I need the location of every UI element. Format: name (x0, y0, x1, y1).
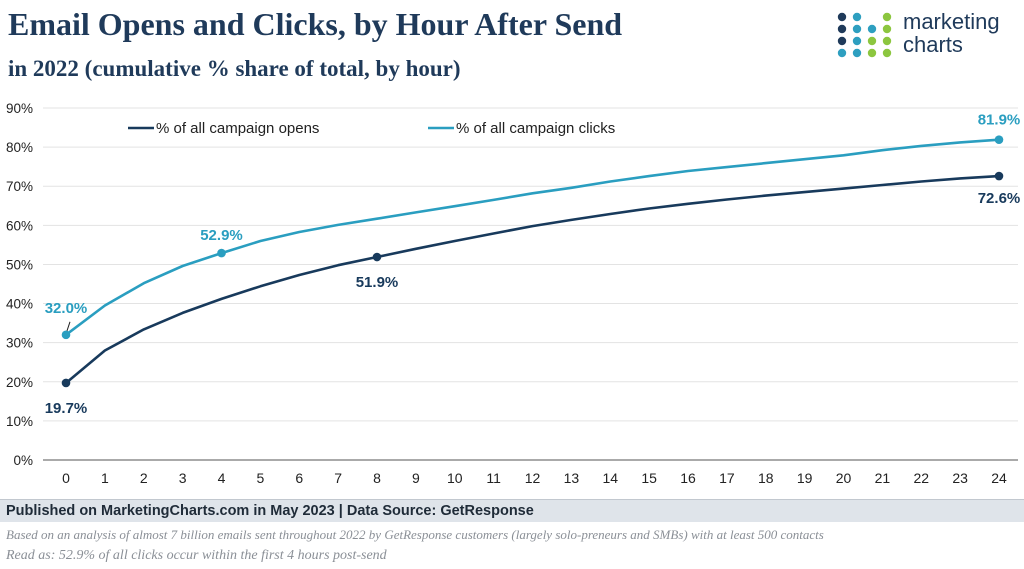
data-label: 52.9% (200, 227, 243, 244)
logo-dots-icon (837, 12, 892, 58)
x-tick-label: 10 (447, 470, 463, 486)
x-tick-label: 5 (256, 470, 264, 486)
logo-dot (852, 24, 862, 34)
methodology-note: Based on an analysis of almost 7 billion… (6, 527, 824, 542)
x-tick-label: 9 (412, 470, 420, 486)
data-point-marker (61, 330, 71, 340)
logo-wordmark: marketing charts (903, 10, 1000, 56)
x-tick-label: 13 (564, 470, 580, 486)
y-tick-label: 40% (6, 297, 33, 312)
logo-dot (882, 36, 892, 46)
chart-subtitle: in 2022 (cumulative % share of total, by… (8, 56, 461, 81)
x-tick-label: 14 (602, 470, 618, 486)
legend-label: % of all campaign clicks (456, 120, 615, 137)
gridlines (43, 107, 1018, 461)
logo-text-line2: charts (903, 32, 963, 57)
marketingcharts-logo: marketing charts (835, 10, 1020, 60)
x-tick-label: 18 (758, 470, 774, 486)
y-tick-label: 0% (13, 453, 33, 468)
x-tick-label: 19 (797, 470, 813, 486)
data-point-marker (217, 248, 226, 258)
logo-text-line1: marketing (903, 9, 1000, 34)
data-point-marker (61, 378, 71, 388)
logo-dot (882, 48, 892, 58)
data-point-marker (994, 171, 1004, 181)
x-tick-label: 15 (641, 470, 657, 486)
logo-dot (867, 24, 877, 34)
data-point-marker (994, 135, 1004, 144)
y-tick-label: 80% (6, 140, 33, 155)
y-tick-label: 60% (6, 218, 33, 233)
logo-dot (882, 12, 892, 22)
x-tick-label: 22 (913, 470, 929, 486)
x-tick-label: 8 (373, 470, 381, 486)
x-tick-label: 16 (680, 470, 696, 486)
read-as-note: Read as: 52.9% of all clicks occur withi… (6, 548, 387, 563)
y-tick-label: 10% (6, 414, 33, 429)
data-label: 81.9% (978, 112, 1021, 129)
x-tick-label: 17 (719, 470, 735, 486)
x-tick-label: 0 (62, 470, 70, 486)
x-tick-label: 6 (295, 470, 303, 486)
data-label: 72.6% (978, 190, 1021, 207)
legend-label: % of all campaign opens (156, 120, 319, 137)
data-label: 19.7% (45, 400, 88, 417)
logo-dot (852, 36, 862, 46)
x-tick-label: 2 (140, 470, 148, 486)
logo-dot (837, 12, 847, 22)
y-tick-label: 50% (6, 257, 33, 272)
data-point-marker (372, 252, 382, 262)
logo-dot (867, 36, 877, 46)
published-source: Published on MarketingCharts.com in May … (6, 503, 534, 519)
logo-dot (837, 36, 847, 46)
series-line-opens (64, 174, 1001, 385)
logo-dot (837, 48, 847, 58)
x-tick-label: 1 (101, 470, 109, 486)
x-tick-label: 11 (486, 470, 501, 486)
x-tick-label: 21 (875, 470, 891, 486)
logo-dot (837, 24, 847, 34)
data-label: 51.9% (356, 274, 399, 291)
line-chart: 0%10%20%30%40%50%60%70%80%90%0 1 2 3 4 5 6 7 8 9 1… (6, 101, 1021, 486)
annotation-leader-line (66, 321, 71, 332)
x-tick-label: 3 (179, 470, 187, 486)
y-tick-label: 30% (6, 336, 33, 351)
y-tick-label: 20% (6, 375, 33, 390)
logo-dot (882, 24, 892, 34)
y-tick-label: 90% (6, 101, 33, 116)
x-tick-label: 12 (525, 470, 541, 486)
data-label: 32.0% (45, 300, 88, 317)
logo-dot (867, 48, 877, 58)
x-tick-label: 7 (334, 470, 342, 486)
footer-bar: Published on MarketingCharts.com in May … (0, 499, 1024, 522)
x-tick-label: 20 (836, 470, 852, 486)
logo-dot (852, 48, 862, 58)
x-tick-label: 23 (952, 470, 968, 486)
y-tick-label: 70% (6, 179, 33, 194)
chart-title: Email Opens and Clicks, by Hour After Se… (8, 6, 623, 42)
x-tick-label: 4 (218, 470, 226, 486)
x-tick-label: 24 (991, 470, 1007, 486)
logo-dot (852, 12, 862, 22)
